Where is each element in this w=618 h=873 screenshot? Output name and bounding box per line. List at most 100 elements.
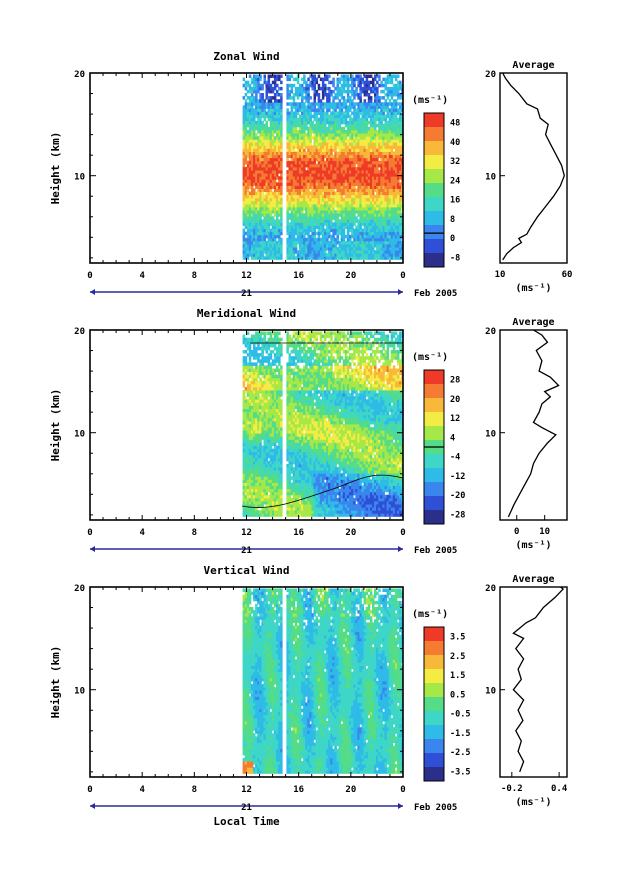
heatmap-cell <box>253 234 256 239</box>
heatmap-cell <box>294 225 298 229</box>
heatmap-cell <box>292 154 296 159</box>
heatmap-cell <box>261 170 264 174</box>
heatmap-cell <box>305 126 308 131</box>
heatmap-cell <box>386 142 390 146</box>
heatmap-cell <box>326 256 329 260</box>
heatmap-cell <box>267 247 271 251</box>
heatmap-cell <box>301 102 304 106</box>
heatmap-cell <box>319 250 323 254</box>
heatmap-cell <box>248 126 252 131</box>
heatmap-cell <box>361 182 364 186</box>
heatmap-cell <box>392 210 396 214</box>
heatmap-cell <box>309 96 312 100</box>
heatmap-cell <box>305 105 308 109</box>
heatmap-cell <box>278 130 281 134</box>
heatmap-cell <box>271 203 275 208</box>
heatmap-cell <box>263 482 266 486</box>
heatmap-cell <box>401 176 403 180</box>
heatmap-cell <box>330 160 333 165</box>
heatmap-cell <box>265 160 268 165</box>
heatmap-cell <box>386 234 390 239</box>
heatmap-cell <box>394 182 398 186</box>
heatmap-cell <box>309 219 312 223</box>
heatmap-cell <box>244 86 248 91</box>
heatmap-cell <box>334 130 337 134</box>
heatmap-cell <box>357 142 360 146</box>
heatmap-cell <box>401 160 403 165</box>
heatmap-cell <box>250 151 254 156</box>
heatmap-cell <box>357 105 360 109</box>
heatmap-cell <box>394 151 398 156</box>
heatmap-cell <box>315 108 319 112</box>
heatmap-cell <box>253 334 256 339</box>
heatmap-cell <box>305 207 308 211</box>
heatmap-cell <box>301 200 304 205</box>
heatmap-cell <box>351 191 354 196</box>
heatmap-cell <box>386 108 390 112</box>
heatmap-cell <box>319 123 323 128</box>
heatmap-cell <box>288 154 291 159</box>
heatmap-cell <box>369 167 373 171</box>
heatmap-cell <box>242 359 246 363</box>
heatmap-cell <box>321 157 325 162</box>
heatmap-cell <box>332 89 335 94</box>
heatmap-cell <box>263 371 266 376</box>
colorbar-swatch <box>424 169 444 184</box>
heatmap-cell <box>265 414 268 419</box>
heatmap-cell <box>386 133 390 137</box>
heatmap-cell <box>328 74 331 78</box>
heatmap-cell <box>261 247 264 251</box>
heatmap-cell <box>280 237 283 242</box>
heatmap-cell <box>296 130 300 134</box>
x-tick-label: 4 <box>139 271 145 281</box>
heatmap-cell <box>338 244 342 248</box>
heatmap-cell <box>340 74 344 78</box>
heatmap-cell <box>367 203 371 208</box>
heatmap-cell <box>265 256 268 260</box>
heatmap-cell <box>359 89 362 94</box>
heatmap-cell <box>261 213 264 217</box>
heatmap-cell <box>286 225 289 229</box>
heatmap-cell <box>242 191 246 196</box>
heatmap-cell <box>242 216 246 220</box>
heatmap-cell <box>244 133 248 137</box>
heatmap-cell <box>250 194 254 199</box>
heatmap-cell <box>253 337 256 342</box>
heatmap-cell <box>397 96 400 100</box>
heatmap-cell <box>315 256 319 260</box>
heatmap-cell <box>244 482 248 486</box>
heatmap-cell <box>357 151 360 156</box>
colorbar-tick-label: -8 <box>450 253 460 263</box>
heatmap-cell <box>257 203 260 208</box>
heatmap-cell <box>242 145 246 149</box>
heatmap-cell <box>388 136 392 140</box>
heatmap-cell <box>259 337 262 342</box>
heatmap-cell <box>328 99 331 103</box>
heatmap-cell <box>399 240 402 245</box>
heatmap-cell <box>305 231 308 236</box>
heatmap-cell <box>397 213 400 217</box>
heatmap-cell <box>292 173 296 177</box>
heatmap-cell <box>328 250 331 254</box>
heatmap-cell <box>246 343 250 348</box>
heatmap-cell <box>303 222 306 226</box>
heatmap-cell <box>355 191 358 196</box>
heatmap-cell <box>253 219 256 223</box>
heatmap-cell <box>253 436 256 440</box>
heatmap-cell <box>330 148 333 152</box>
heatmap-cell <box>392 136 396 140</box>
heatmap-cell <box>246 173 250 177</box>
heatmap-cell <box>298 182 302 186</box>
heatmap-cell <box>253 383 256 388</box>
heatmap-cell <box>317 96 321 100</box>
heatmap-cell <box>255 460 258 465</box>
heatmap-cell <box>324 133 327 137</box>
heatmap-cell <box>321 253 325 257</box>
heatmap-cell <box>276 200 279 205</box>
heatmap-cell <box>259 247 262 251</box>
heatmap-cell <box>253 142 256 146</box>
heatmap-cell <box>357 256 360 260</box>
heatmap-cell <box>384 213 387 217</box>
heatmap-cell <box>349 222 352 226</box>
heatmap-cell <box>369 123 373 128</box>
